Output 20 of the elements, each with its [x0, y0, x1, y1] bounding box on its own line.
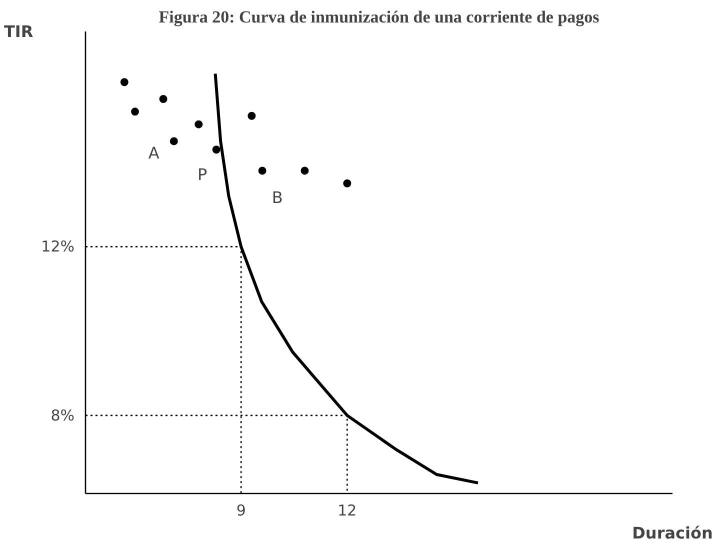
x-axis-title: Duración	[632, 524, 713, 542]
point	[194, 120, 203, 128]
annotation: B	[272, 188, 283, 208]
point	[248, 112, 256, 120]
x-tick-label: 12	[338, 502, 357, 520]
y-tick-label: 8%	[50, 406, 74, 424]
x-tick-label: 9	[236, 502, 246, 520]
y-axis-title: TIR	[4, 22, 34, 41]
point	[170, 137, 178, 146]
point	[300, 166, 309, 175]
annotation: A	[148, 144, 160, 163]
point	[212, 146, 220, 154]
point	[159, 95, 168, 103]
point	[120, 78, 128, 86]
annotation: P	[198, 165, 208, 184]
chart-title: Figura 20: Curva de inmunización de una corriente de pagos	[158, 8, 600, 26]
point	[258, 166, 266, 175]
point	[131, 108, 140, 116]
y-tick-label: 12%	[41, 238, 75, 256]
point	[343, 179, 352, 188]
